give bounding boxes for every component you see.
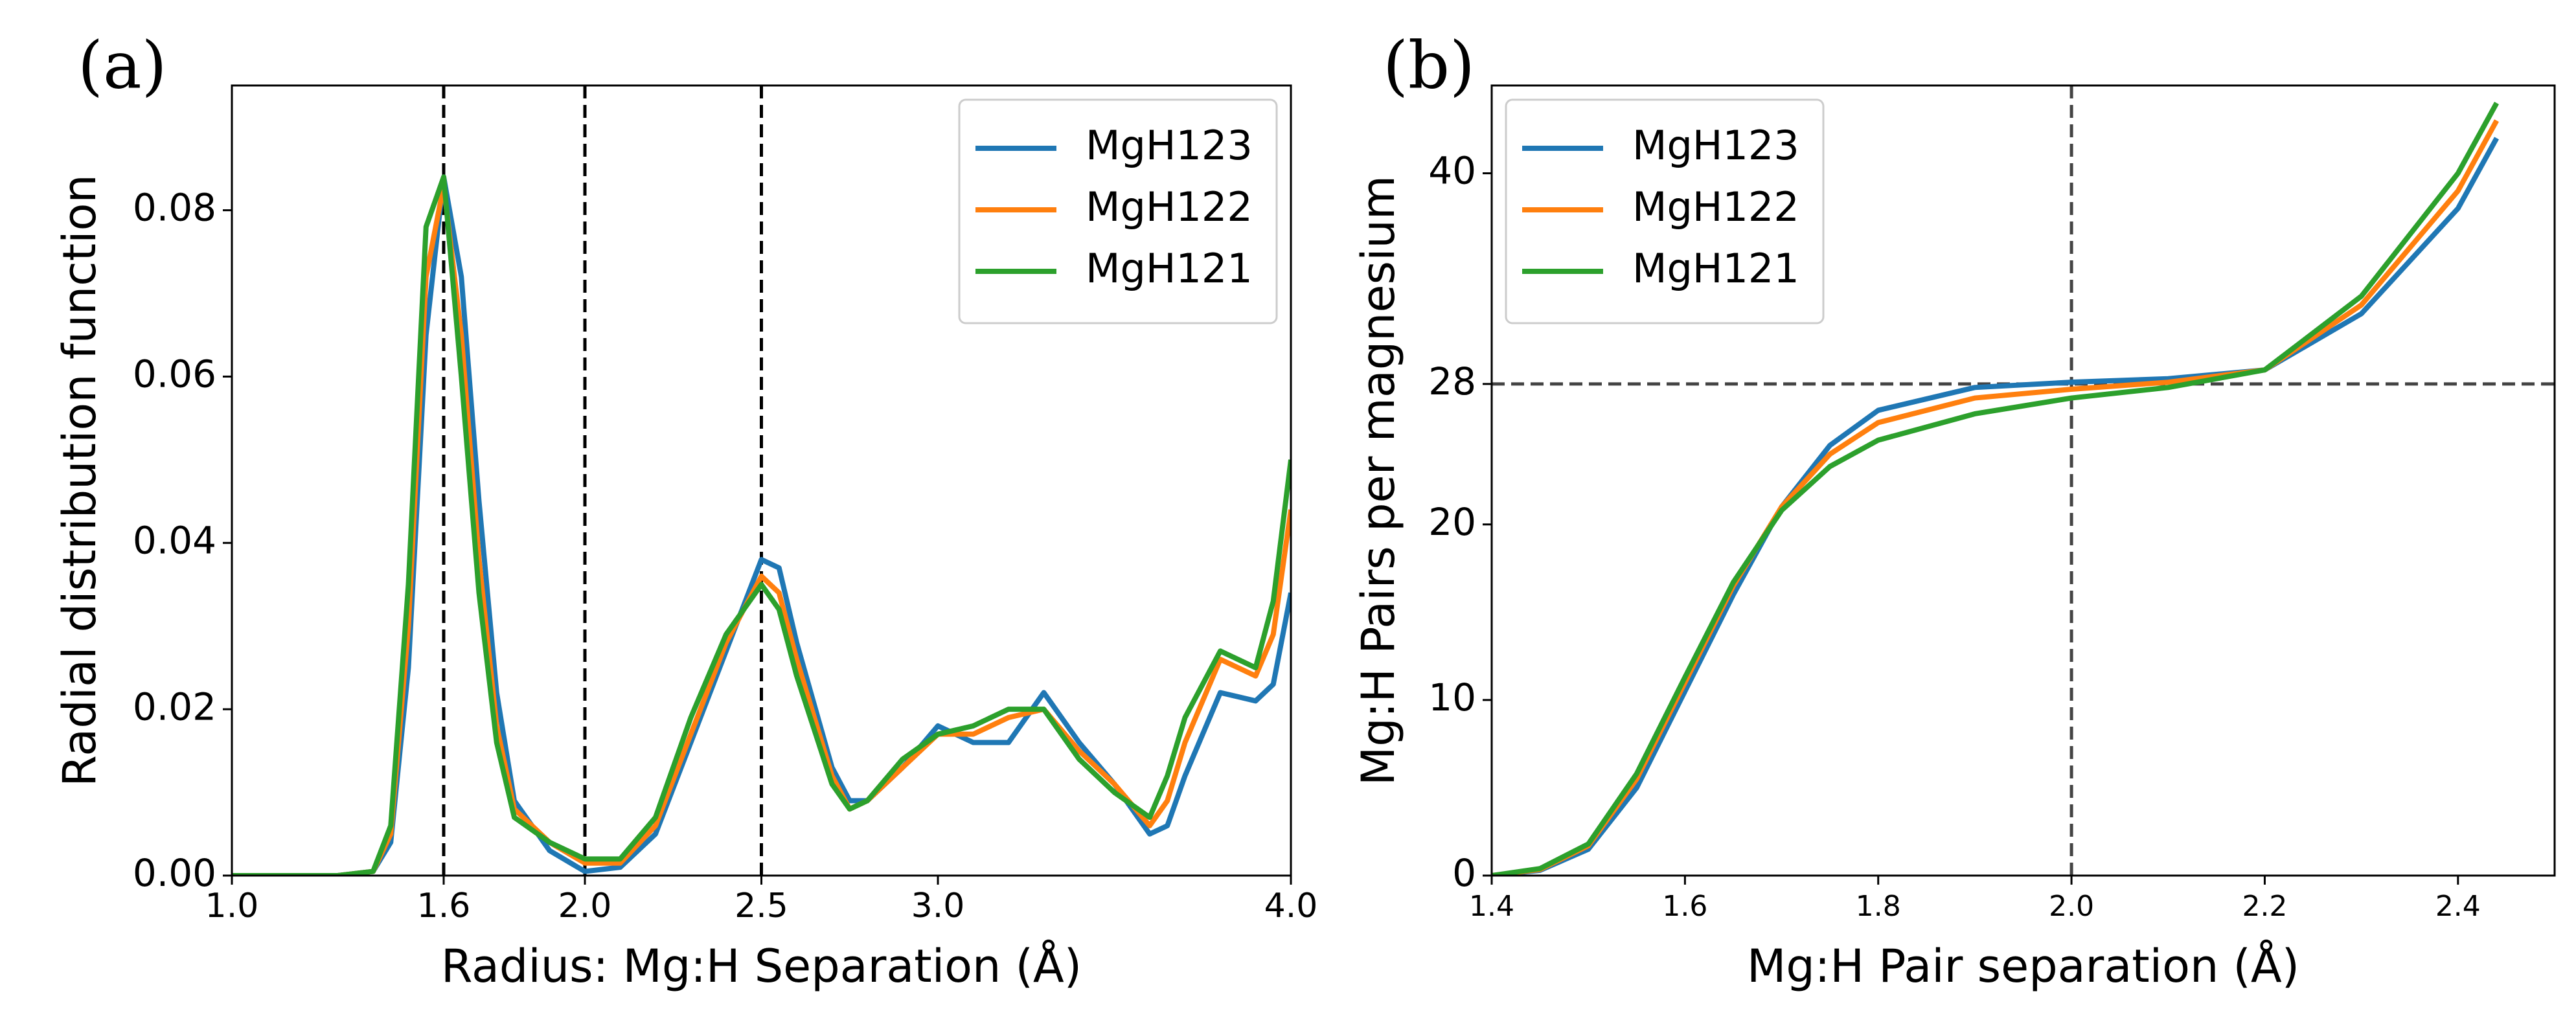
y-axis-label: Radial distribution function	[53, 174, 106, 787]
legend-label: MgH121	[1086, 245, 1253, 292]
legend-box	[958, 98, 1278, 324]
y-tick-label: 0.00	[133, 851, 216, 895]
x-tick-label: 2.4	[2435, 890, 2481, 923]
legend-label: MgH121	[1632, 245, 1799, 292]
legend-label: MgH122	[1086, 183, 1253, 231]
x-tick-label: 2.0	[558, 887, 612, 925]
x-tick-label: 1.6	[1662, 890, 1707, 923]
legend-label: MgH123	[1086, 122, 1253, 169]
x-tick-label: 1.6	[417, 887, 471, 925]
legend-box	[1505, 98, 1825, 324]
x-axis-label: Radius: Mg:H Separation (Å)	[441, 940, 1082, 993]
x-tick-label: 2.2	[2242, 890, 2287, 923]
y-tick-label: 0.08	[133, 186, 216, 230]
series-line	[1492, 137, 2499, 876]
y-tick-label: 0.06	[133, 352, 216, 396]
x-tick-label: 1.4	[1469, 890, 1514, 923]
y-tick-label: 0.04	[133, 518, 216, 562]
plot-frame	[1490, 84, 2556, 877]
legend-label: MgH122	[1632, 183, 1799, 231]
legend-label: MgH123	[1632, 122, 1799, 169]
y-tick-label: 20	[1428, 500, 1476, 544]
x-tick-label: 3.0	[911, 887, 965, 925]
panel-label: (a)	[78, 28, 167, 104]
series-line	[1492, 102, 2499, 876]
x-tick-label: 2.5	[735, 887, 788, 925]
x-tick-label: 4.0	[1264, 887, 1318, 925]
x-tick-label: 1.8	[1856, 890, 1901, 923]
y-tick-label: 0	[1452, 851, 1476, 895]
x-tick-label: 2.0	[2049, 890, 2094, 923]
panel-label: (b)	[1383, 28, 1475, 104]
y-tick-label: 40	[1428, 149, 1476, 193]
x-axis-label: Mg:H Pair separation (Å)	[1747, 940, 2299, 993]
series-line	[232, 174, 1291, 876]
y-tick-label: 0.02	[133, 685, 216, 729]
plot-frame	[231, 84, 1292, 877]
y-tick-label: 10	[1428, 675, 1476, 720]
y-tick-label: 28	[1428, 359, 1476, 403]
x-tick-label: 1.0	[205, 887, 259, 925]
y-axis-label: Mg:H Pairs per magnesium	[1352, 176, 1405, 786]
